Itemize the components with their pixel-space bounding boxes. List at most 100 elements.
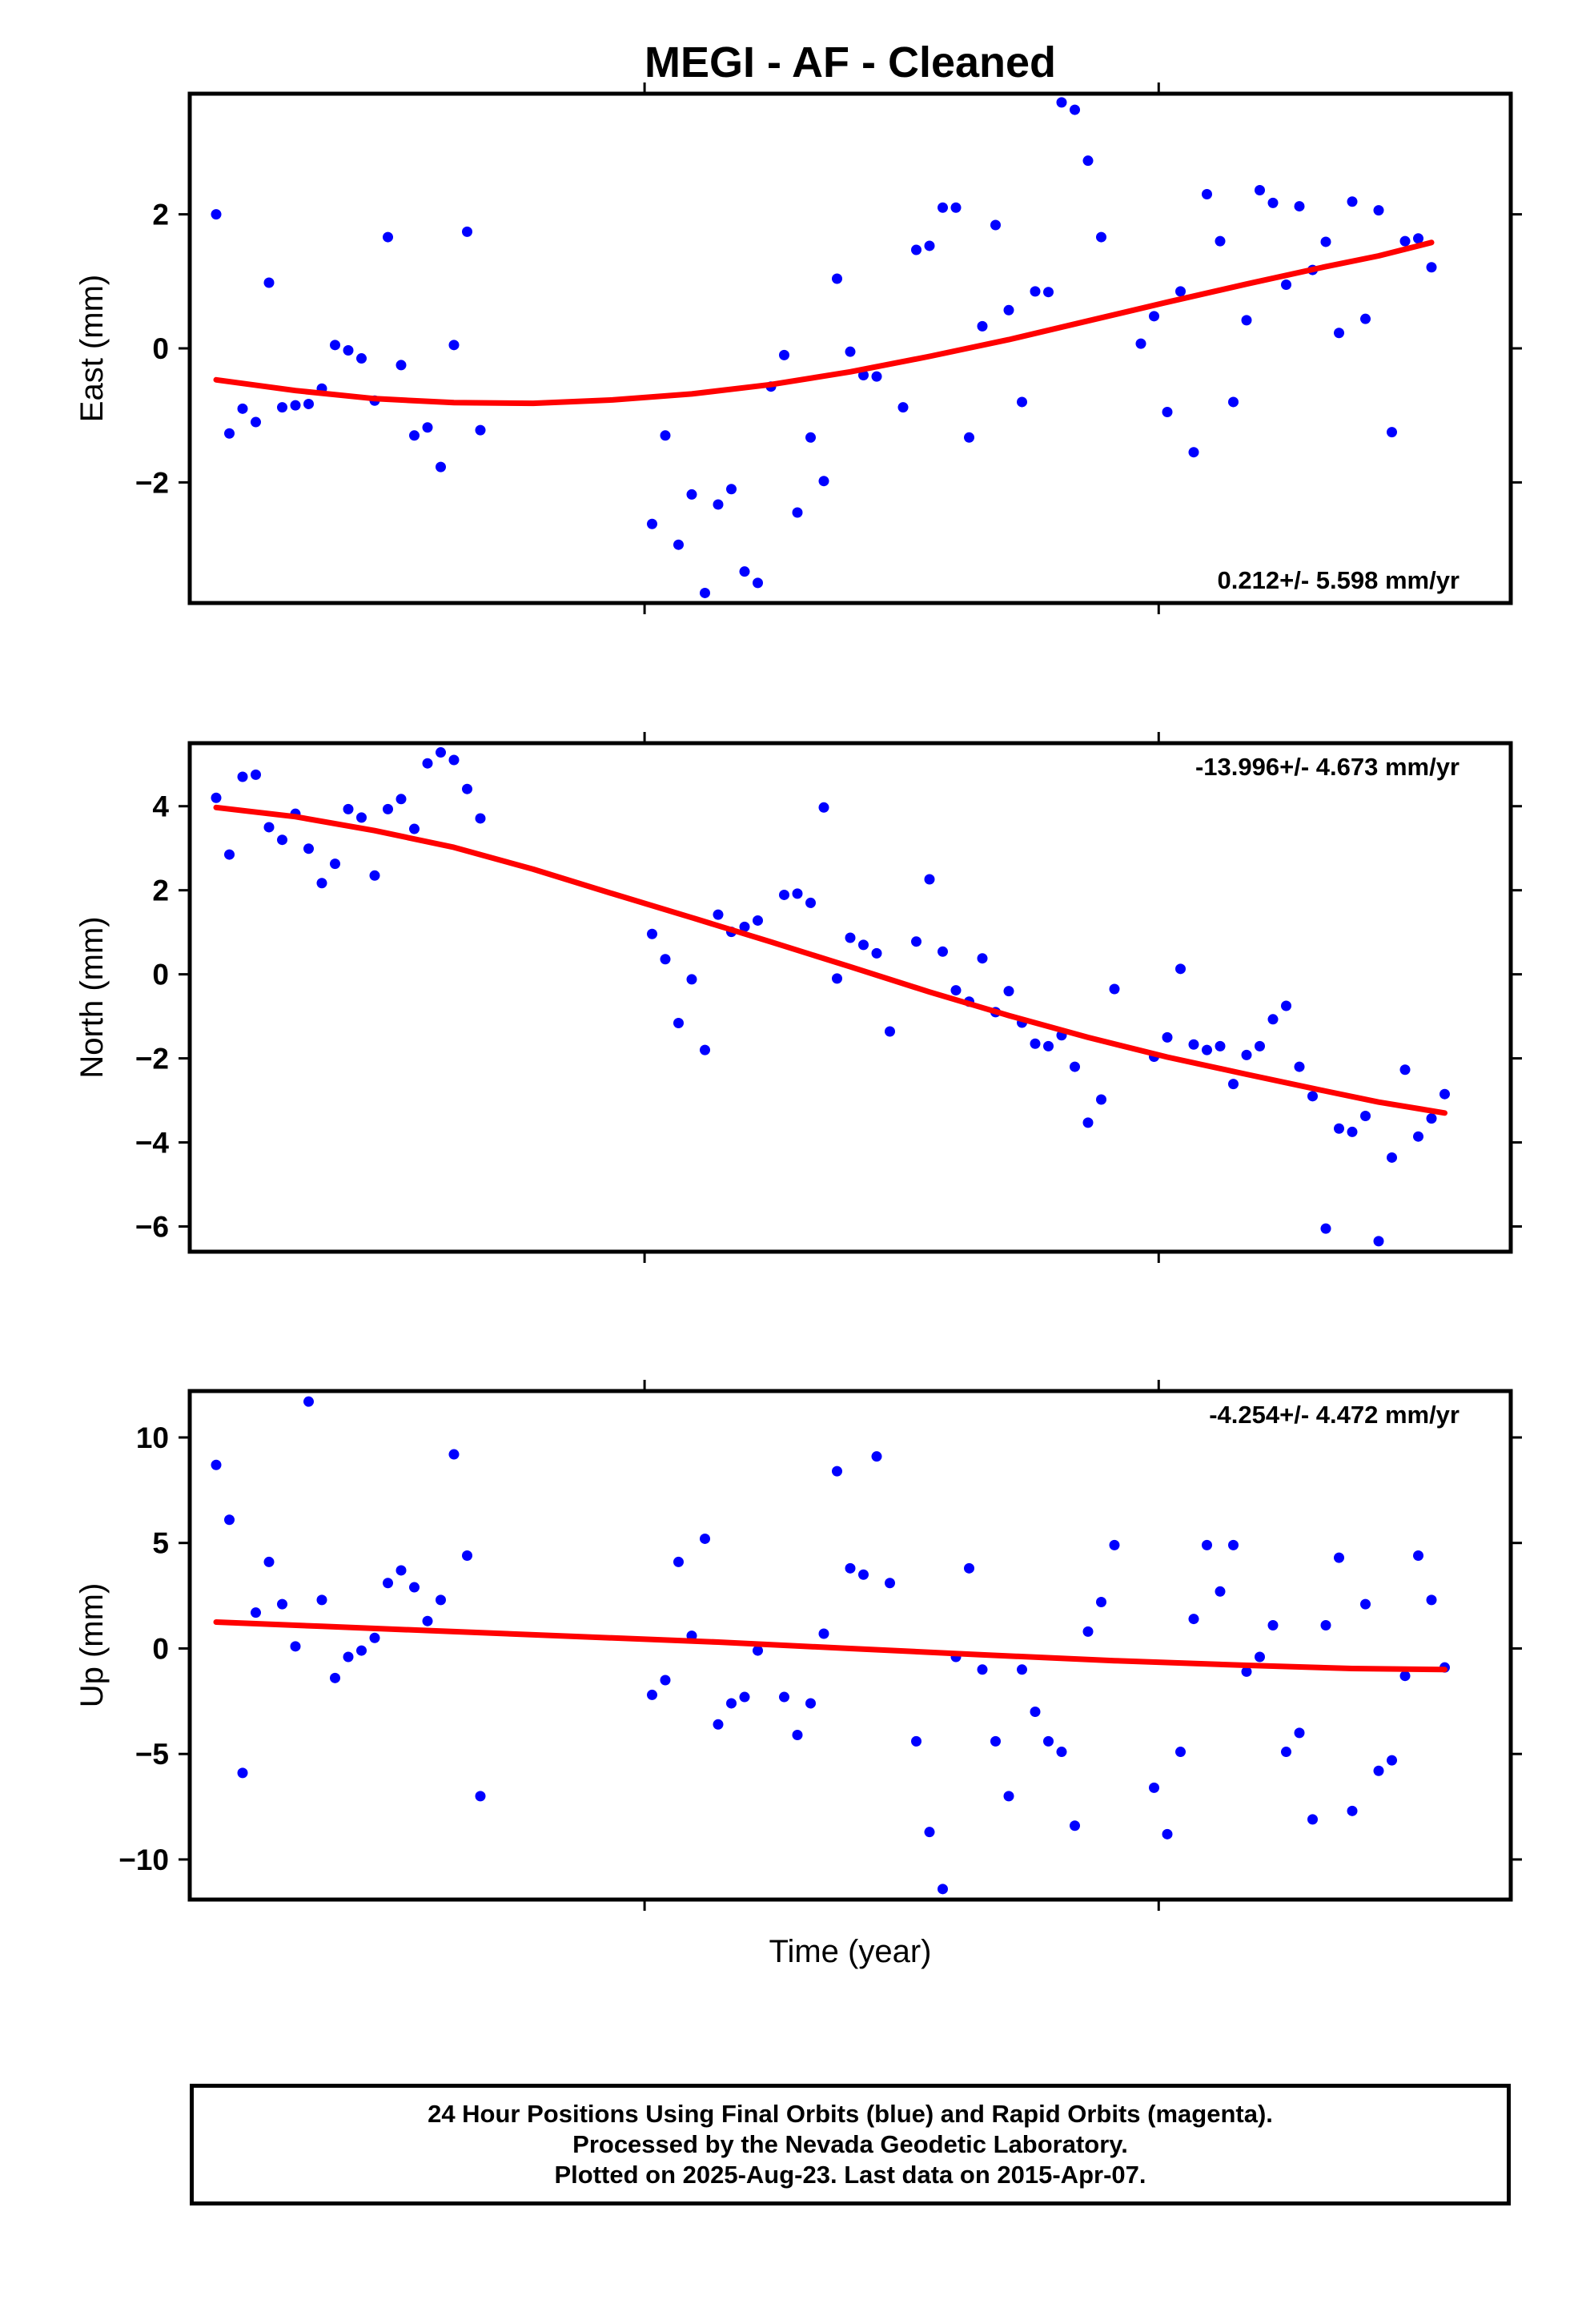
data-point: [1070, 1820, 1080, 1831]
data-point: [1294, 201, 1305, 212]
data-point: [1003, 304, 1014, 316]
data-point: [871, 371, 882, 382]
data-point: [1096, 231, 1106, 243]
data-point: [343, 803, 354, 814]
data-point: [1413, 1131, 1423, 1142]
data-point: [448, 1449, 460, 1460]
panel-3: −10 −5 0 5 10 -4.254+/- 4.472 mm/yr Up (mm): [74, 1380, 1522, 1911]
data-point: [1070, 1061, 1080, 1072]
data-point: [1030, 1038, 1041, 1049]
data-point: [1373, 205, 1384, 216]
data-point: [1334, 1123, 1344, 1134]
data-point: [1387, 1755, 1397, 1766]
data-point: [1373, 1765, 1384, 1776]
y-tick-label: 2: [152, 875, 169, 907]
data-point: [330, 340, 340, 351]
data-point: [251, 1607, 261, 1618]
data-point: [409, 430, 420, 441]
data-point: [211, 1459, 222, 1470]
data-point: [1267, 1619, 1279, 1630]
data-point: [211, 209, 222, 220]
data-point: [911, 936, 921, 947]
time-series-figure: MEGI - AF - Cleaned −2 0 2 0.212+/- 5.598 m…: [74, 38, 1522, 1969]
data-point: [1334, 328, 1344, 339]
data-point: [964, 432, 974, 443]
data-point: [1228, 1079, 1239, 1090]
data-point: [753, 577, 763, 589]
data-point: [1003, 986, 1014, 997]
data-point: [1241, 1049, 1252, 1060]
data-point: [277, 402, 287, 413]
trend-line: [213, 1619, 1447, 1673]
data-point: [1347, 1126, 1358, 1137]
data-point: [303, 843, 314, 854]
data-point: [383, 231, 393, 243]
data-point: [1360, 1598, 1371, 1610]
rate-label: -4.254+/- 4.472 mm/yr: [1209, 1401, 1460, 1429]
data-point: [1267, 1014, 1279, 1025]
data-point: [673, 539, 684, 550]
data-point: [1056, 97, 1067, 108]
data-point: [1294, 1727, 1305, 1739]
panel-2: −6 −4 −2 0 2 4 -13.996+/- 4.673 mm/yr North (mm…: [74, 732, 1522, 1263]
data-point: [858, 939, 869, 951]
data-point: [1162, 407, 1173, 417]
data-point: [356, 812, 367, 823]
data-point: [938, 202, 948, 213]
data-point: [1003, 1791, 1014, 1802]
data-point: [977, 320, 988, 332]
data-point: [660, 1675, 671, 1686]
plot-frame: [187, 1389, 1513, 1902]
data-point: [237, 771, 248, 782]
data-point: [409, 1582, 420, 1593]
data-point: [700, 1533, 710, 1544]
data-point: [845, 932, 856, 943]
data-point: [726, 484, 737, 495]
data-point: [832, 973, 842, 984]
data-point: [1387, 427, 1397, 438]
data-point: [1320, 236, 1331, 247]
trend-line: [213, 804, 1447, 1116]
data-point: [805, 432, 816, 443]
data-point: [858, 1569, 869, 1580]
data-point: [1030, 1706, 1041, 1717]
rate-label: -13.996+/- 4.673 mm/yr: [1195, 753, 1460, 781]
data-point: [871, 947, 882, 959]
data-point: [1149, 311, 1159, 322]
trend-line: [213, 239, 1435, 407]
data-point: [263, 1556, 275, 1567]
data-point: [369, 870, 380, 881]
data-point: [990, 219, 1001, 231]
data-point: [237, 1767, 248, 1779]
data-point: [475, 813, 486, 824]
data-point: [739, 566, 750, 577]
data-point: [1149, 1782, 1159, 1793]
data-point: [739, 1691, 750, 1703]
data-point: [1267, 197, 1279, 208]
data-point: [237, 403, 248, 414]
y-tick-label: 2: [152, 199, 169, 231]
caption-line-1: 24 Hour Positions Using Final Orbits (bl…: [428, 2100, 1273, 2128]
data-point: [1360, 313, 1371, 324]
caption-line-3: Plotted on 2025-Aug-23. Last data on 201…: [554, 2161, 1146, 2189]
data-point: [422, 422, 433, 433]
data-point: [1320, 1223, 1331, 1234]
data-point: [1070, 104, 1080, 115]
data-point: [1017, 396, 1027, 408]
data-point: [938, 946, 948, 957]
data-point: [1320, 1619, 1331, 1630]
data-point: [1109, 1539, 1120, 1550]
data-point: [303, 398, 314, 409]
rate-label: 0.212+/- 5.598 mm/yr: [1218, 566, 1460, 594]
y-tick-label: −10: [118, 1844, 169, 1876]
data-point: [660, 954, 671, 965]
data-point: [251, 416, 261, 428]
data-point: [290, 1641, 301, 1652]
caption-line-2: Processed by the Nevada Geodetic Laborat…: [572, 2130, 1128, 2158]
y-tick-label: −6: [135, 1211, 169, 1244]
data-point: [1307, 1091, 1318, 1102]
data-point: [647, 928, 657, 939]
data-point: [409, 823, 420, 834]
data-point: [1255, 185, 1265, 196]
data-point: [1043, 1040, 1054, 1051]
